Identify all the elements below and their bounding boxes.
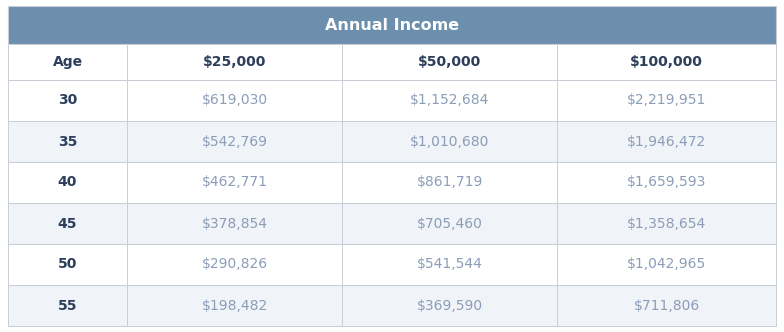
Text: $619,030: $619,030	[201, 94, 267, 108]
Text: $711,806: $711,806	[633, 298, 699, 312]
Text: $462,771: $462,771	[201, 176, 267, 190]
Text: $541,544: $541,544	[416, 258, 482, 272]
Text: $50,000: $50,000	[418, 55, 481, 69]
Text: $542,769: $542,769	[201, 134, 267, 148]
Bar	[8, 6, 776, 44]
Text: $290,826: $290,826	[201, 258, 267, 272]
Text: $1,042,965: $1,042,965	[627, 258, 706, 272]
Text: $705,460: $705,460	[416, 216, 482, 230]
Text: 50: 50	[58, 258, 77, 272]
Text: $2,219,951: $2,219,951	[627, 94, 706, 108]
Bar	[8, 80, 776, 121]
Text: 55: 55	[58, 298, 78, 312]
Bar	[8, 44, 776, 80]
Text: $100,000: $100,000	[630, 55, 703, 69]
Bar	[8, 244, 776, 285]
Text: Age: Age	[53, 55, 82, 69]
Text: Annual Income: Annual Income	[325, 18, 459, 33]
Text: 45: 45	[58, 216, 78, 230]
Text: $369,590: $369,590	[416, 298, 483, 312]
Text: $378,854: $378,854	[201, 216, 267, 230]
Text: $1,946,472: $1,946,472	[627, 134, 706, 148]
Text: $1,358,654: $1,358,654	[627, 216, 706, 230]
Bar	[8, 162, 776, 203]
Bar	[8, 121, 776, 162]
Text: 40: 40	[58, 176, 77, 190]
Bar	[8, 285, 776, 326]
Text: $25,000: $25,000	[203, 55, 267, 69]
Text: 35: 35	[58, 134, 77, 148]
Text: 30: 30	[58, 94, 77, 108]
Bar	[8, 203, 776, 244]
Text: $1,010,680: $1,010,680	[410, 134, 489, 148]
Text: $198,482: $198,482	[201, 298, 267, 312]
Text: $1,152,684: $1,152,684	[410, 94, 489, 108]
Text: $1,659,593: $1,659,593	[627, 176, 706, 190]
Text: $861,719: $861,719	[416, 176, 483, 190]
